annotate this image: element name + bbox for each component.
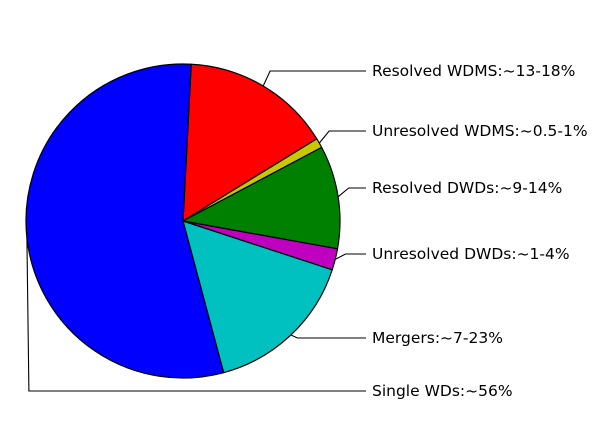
slice-label: Resolved DWDs:~9-14%: [372, 179, 562, 197]
pie-labels: Resolved WDMS:~13-18% Unresolved WDMS:~0.…: [26, 62, 588, 400]
leader-line: [262, 70, 366, 87]
slice-label: Unresolved WDMS:~0.5-1%: [372, 122, 588, 140]
slice-label: Single WDs:~56%: [372, 382, 513, 400]
leader-line: [337, 187, 366, 198]
leader-line: [318, 130, 366, 144]
slice-label: Unresolved DWDs:~1-4%: [372, 245, 570, 263]
leader-line: [26, 237, 366, 392]
pie-slice: [182, 146, 341, 250]
pie-slice: [182, 63, 318, 222]
leader-line: [290, 334, 366, 339]
pie-slice: [182, 220, 333, 374]
slice-label: Resolved WDMS:~13-18%: [372, 62, 575, 80]
pie-slices: [25, 63, 341, 379]
leader-line: [334, 253, 366, 260]
slice-label: Mergers:~7-23%: [372, 329, 503, 347]
